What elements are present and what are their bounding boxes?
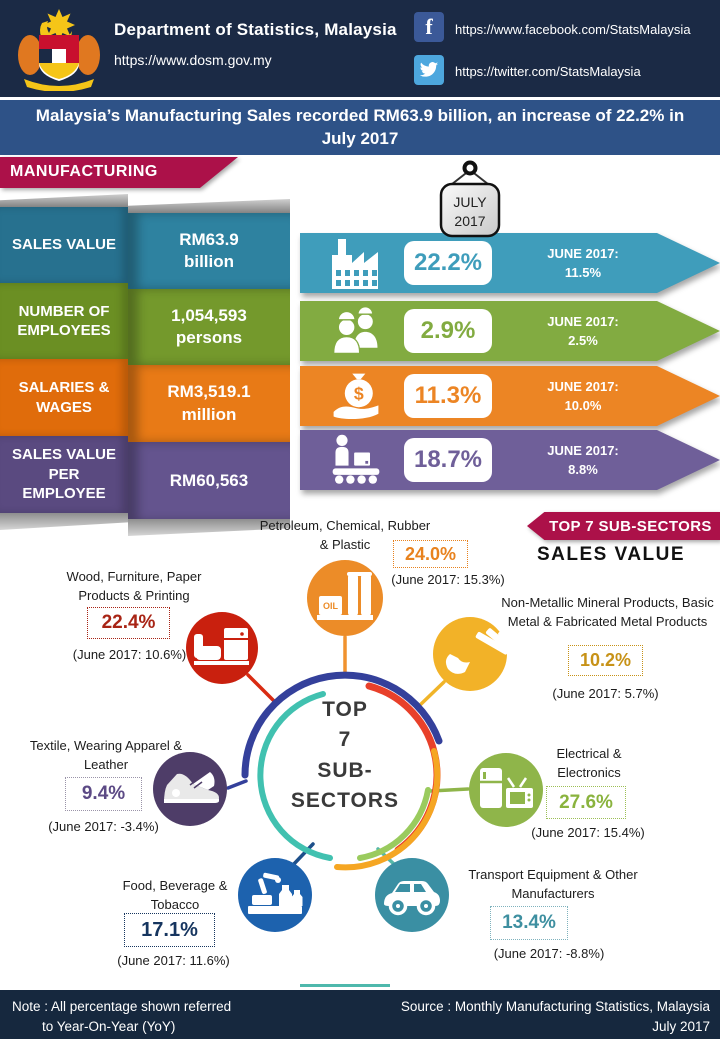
subsector-prev-textile: (June 2017: -3.4%)	[48, 819, 159, 834]
twitter-bird-glyph	[419, 62, 439, 77]
employees-icon	[308, 303, 404, 359]
sales-value-pct: 22.2%	[404, 241, 492, 285]
employees-arrow: 2.9% JUNE 2017: 2.5%	[300, 301, 720, 361]
manufacturing-ribbon: MANUFACTURING	[0, 157, 238, 188]
panel-bevel-top-mid	[128, 199, 290, 214]
top7-center-label: TOP 7 SUB-SECTORS	[290, 698, 400, 813]
month-tag: JULY 2017	[439, 160, 501, 238]
sales-per-employee-arrow: 18.7% JUNE 2017: 8.8%	[300, 430, 720, 490]
stat-value-sales-value: RM63.9 billion	[128, 213, 290, 289]
panel-bevel-top-left	[0, 194, 128, 208]
subsector-pct-wood: 22.4%	[87, 607, 170, 639]
subsector-name-electrical: Electrical & Electronics	[556, 746, 622, 780]
month-tag-year: 2017	[454, 213, 485, 229]
subsector-pct-electrical: 27.6%	[546, 786, 626, 819]
appliances-icon	[469, 753, 543, 827]
car-icon	[375, 858, 449, 932]
subsector-name-nonmetallic: Non-Metallic Mineral Products, Basic Met…	[501, 595, 714, 629]
salaries-pct: 11.3%	[404, 374, 492, 418]
subsector-prev-transport: (June 2017: -8.8%)	[493, 946, 605, 961]
headline-banner: Malaysia’s Manufacturing Sales recorded …	[0, 100, 720, 155]
stat-value-sales-per-employee: RM60,563	[128, 442, 290, 521]
stat-label-salaries: SALARIES & WAGES	[0, 359, 128, 436]
twitter-url[interactable]: https://twitter.com/StatsMalaysia	[455, 64, 641, 79]
subsector-name-textile: Textile, Wearing Apparel & Leather	[29, 738, 183, 772]
sales-per-employee-prev: JUNE 2017: 8.8%	[547, 442, 619, 478]
subsector-name-transport: Transport Equipment & Other Manufacturer…	[468, 867, 638, 901]
oil-refinery-icon: OIL	[307, 560, 383, 636]
subsector-prev-petroleum: (June 2017: 15.3%)	[391, 572, 505, 587]
org-website-link[interactable]: https://www.dosm.gov.my	[114, 52, 272, 68]
factory-icon	[308, 235, 404, 291]
subsector-name-food: Food, Beverage & Tobacco	[122, 878, 228, 912]
footer-bar: Note : All percentage shown referred to …	[0, 990, 720, 1039]
subsector-name-wood: Wood, Furniture, Paper Products & Printi…	[66, 569, 202, 603]
salaries-prev: JUNE 2017: 10.0%	[547, 378, 619, 414]
svg-text:$: $	[354, 384, 364, 404]
employees-pct: 2.9%	[404, 309, 492, 353]
stat-value-salaries: RM3,519.1 million	[128, 365, 290, 442]
subsector-prev-wood: (June 2017: 10.6%)	[72, 647, 187, 662]
header-bar: Department of Statistics, Malaysia https…	[0, 0, 720, 97]
top7-subtitle: SALES VALUE	[536, 544, 686, 565]
subsector-pct-textile: 9.4%	[65, 777, 142, 811]
subsector-pct-petroleum: 24.0%	[393, 540, 468, 568]
subsector-pct-transport: 13.4%	[490, 906, 568, 940]
stat-label-sales-per-employee: SALES VALUE PER EMPLOYEE	[0, 436, 128, 513]
money-bag-icon: $	[308, 368, 404, 424]
facebook-url[interactable]: https://www.facebook.com/StatsMalaysia	[455, 22, 691, 37]
sneaker-icon	[153, 752, 227, 826]
metal-products-icon	[433, 617, 524, 691]
subsector-pct-food: 17.1%	[124, 913, 215, 947]
stat-value-employees: 1,054,593 persons	[128, 289, 290, 365]
salaries-arrow: $ 11.3% JUNE 2017: 10.0%	[300, 366, 720, 426]
svg-text:OIL: OIL	[323, 601, 339, 611]
sales-per-employee-pct: 18.7%	[404, 438, 492, 482]
robot-bottling-icon	[238, 858, 312, 932]
employees-prev: JUNE 2017: 2.5%	[547, 313, 619, 349]
top7-ribbon: TOP 7 SUB-SECTORS	[527, 512, 720, 540]
facebook-icon[interactable]: f	[414, 12, 444, 42]
twitter-icon[interactable]	[414, 55, 444, 85]
subsector-prev-food: (June 2017: 11.6%)	[117, 953, 230, 968]
conveyor-icon	[308, 432, 404, 488]
subsector-pct-nonmetallic: 10.2%	[568, 645, 643, 676]
sales-value-arrow: 22.2% JUNE 2017: 11.5%	[300, 233, 720, 293]
subsector-diagram: OIL	[153, 560, 543, 932]
furniture-icon	[186, 612, 258, 684]
top7-ribbon-wrap: TOP 7 SUB-SECTORS	[527, 512, 720, 540]
footer-divider-accent	[300, 984, 390, 987]
manufacturing-ribbon-wrap: MANUFACTURING	[0, 157, 238, 188]
malaysia-coat-of-arms-logo	[18, 9, 100, 91]
month-tag-month: JULY	[453, 194, 487, 210]
subsector-prev-electrical: (June 2017: 15.4%)	[531, 825, 645, 840]
subsector-name-petroleum: Petroleum, Chemical, Rubber & Plastic	[259, 518, 431, 552]
stat-label-employees: NUMBER OF EMPLOYEES	[0, 283, 128, 359]
footer-source: Source : Monthly Manufacturing Statistic…	[400, 999, 710, 1035]
stat-label-sales-value: SALES VALUE	[0, 207, 128, 283]
footer-note: Note : All percentage shown referred to …	[12, 999, 232, 1035]
org-name: Department of Statistics, Malaysia	[114, 20, 397, 39]
sales-value-prev: JUNE 2017: 11.5%	[547, 245, 619, 281]
subsector-prev-nonmetallic: (June 2017: 5.7%)	[552, 686, 659, 701]
